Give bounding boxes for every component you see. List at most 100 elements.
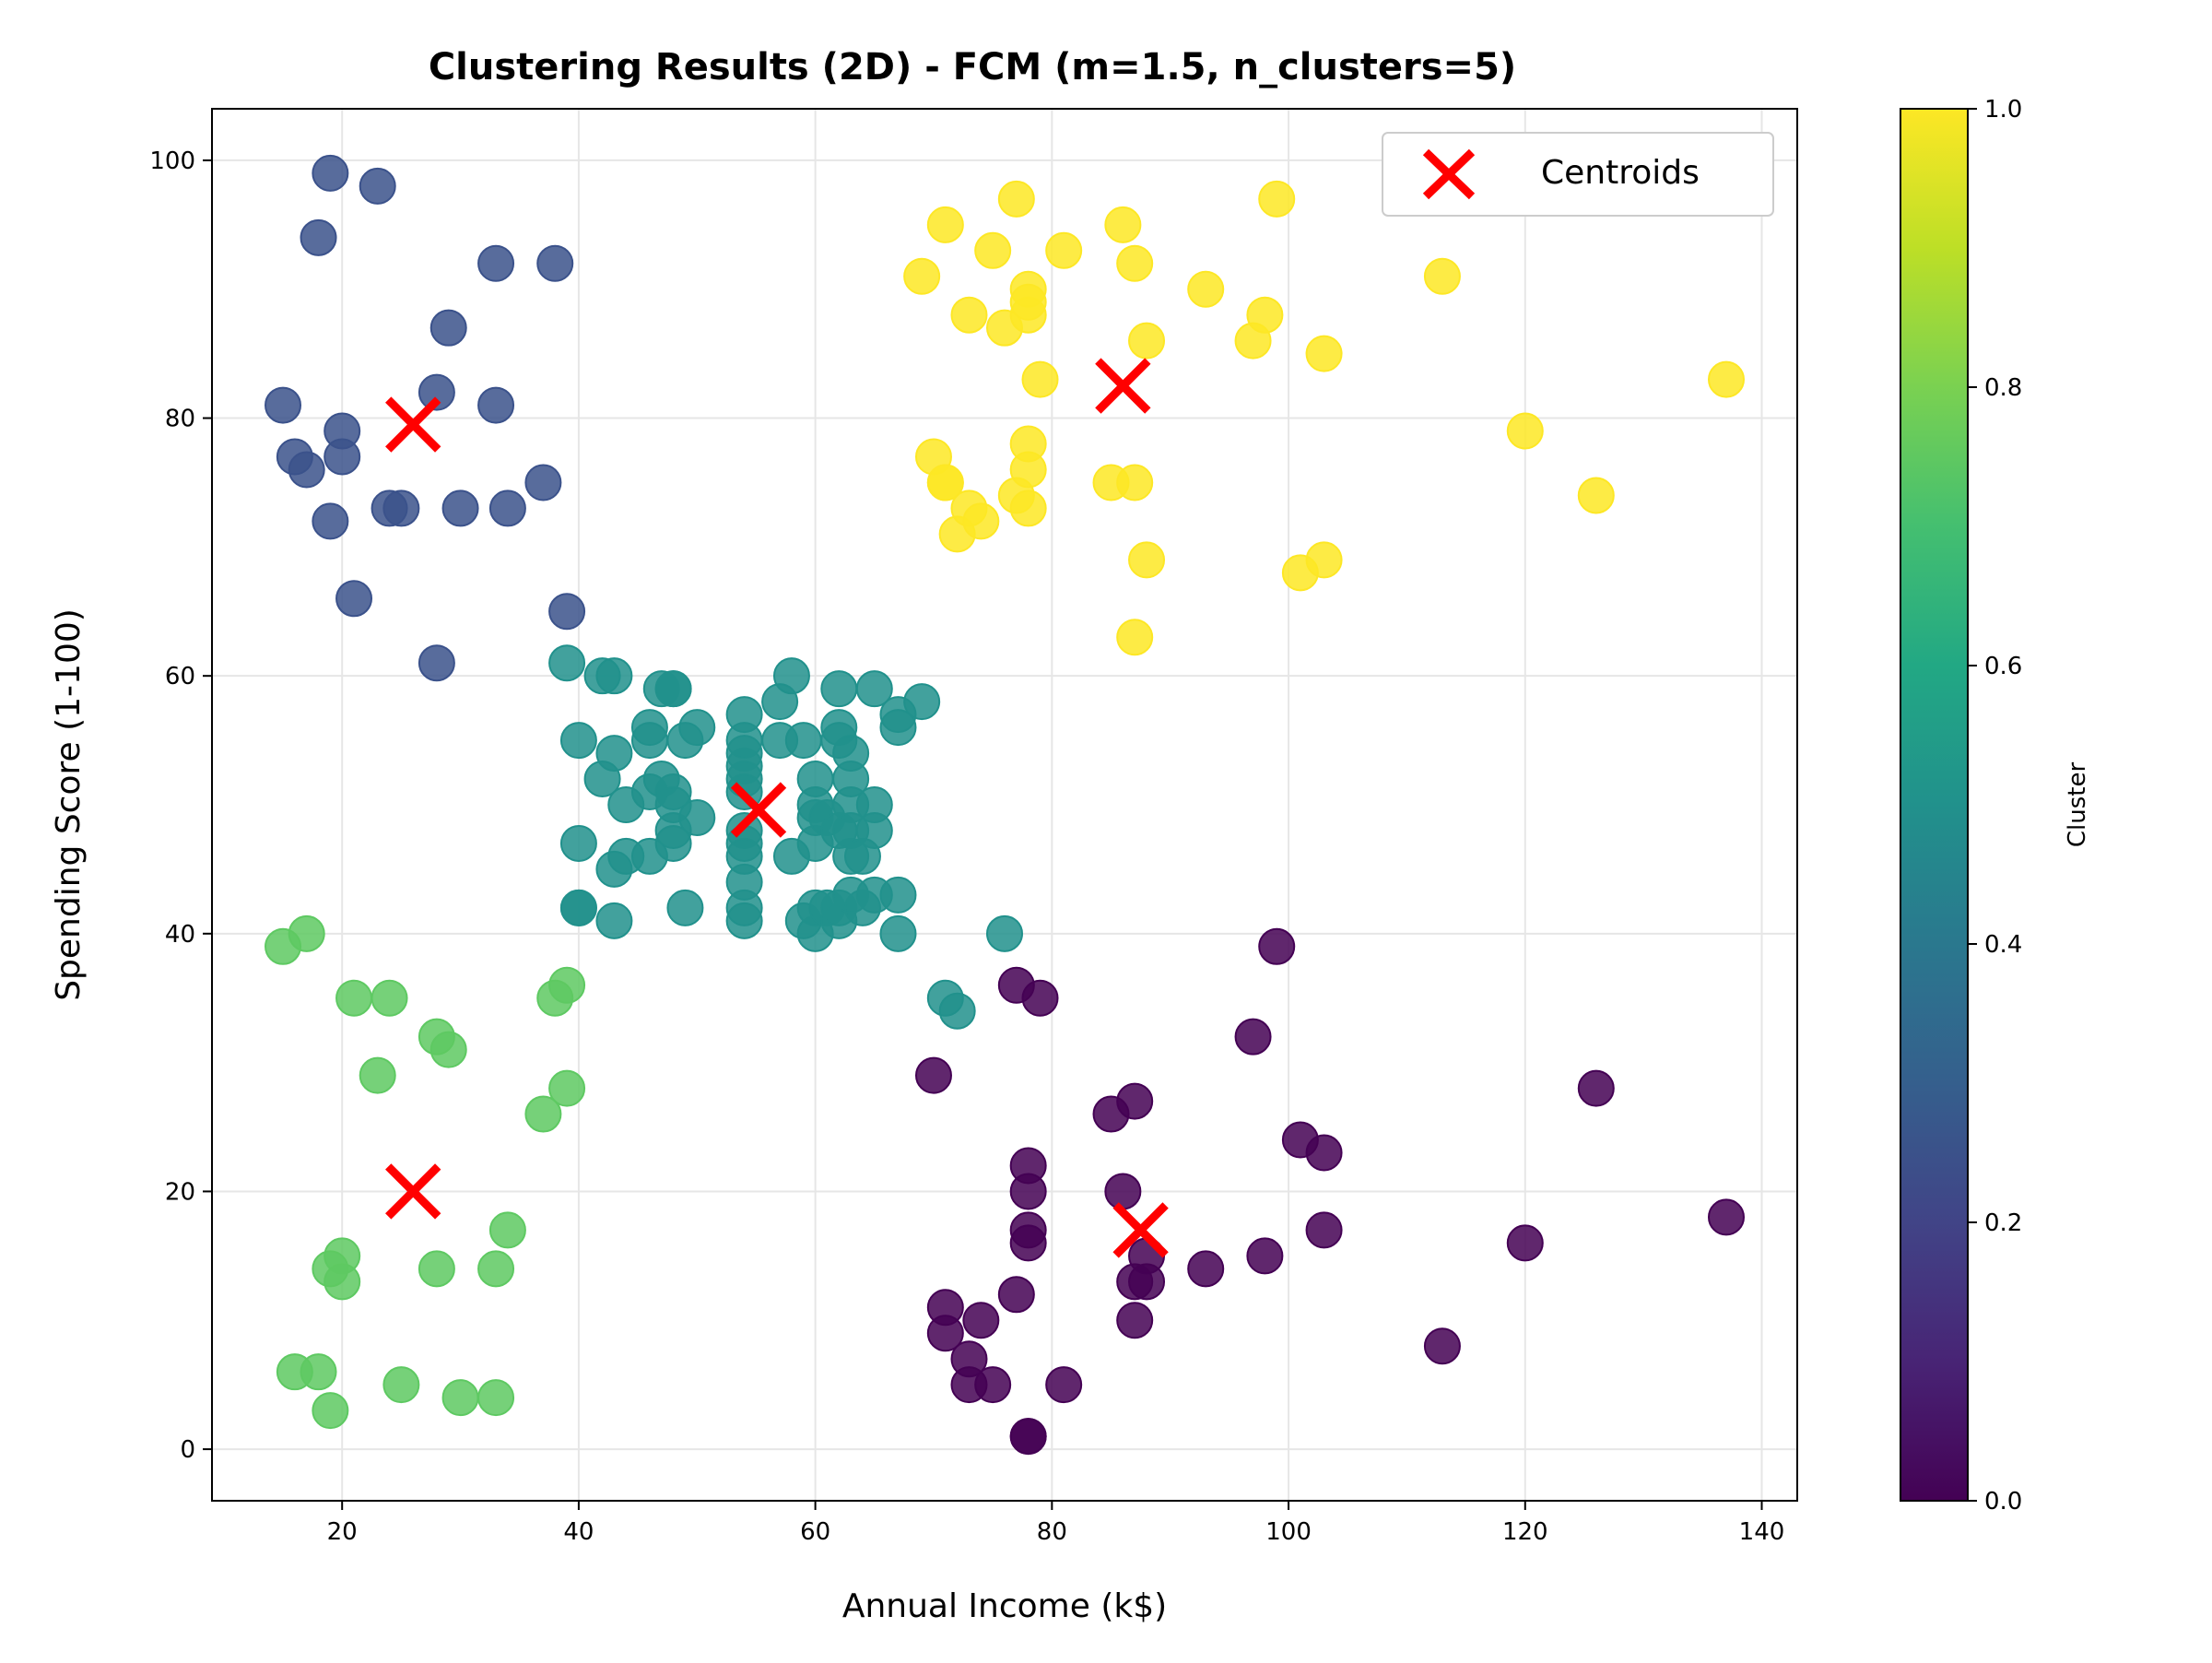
data-point — [477, 244, 515, 282]
data-point — [559, 722, 597, 760]
data-point — [1009, 425, 1047, 463]
data-point — [962, 502, 1000, 540]
data-point — [382, 489, 420, 527]
data-point — [1707, 1198, 1745, 1236]
data-point — [1104, 206, 1142, 243]
data-point — [488, 1211, 526, 1249]
data-point — [914, 1056, 952, 1094]
data-point — [324, 1237, 361, 1275]
y-tick-label: 80 — [165, 406, 195, 433]
data-point — [1116, 464, 1154, 501]
data-point — [418, 644, 455, 682]
x-tick-label: 120 — [1502, 1518, 1548, 1546]
y-tick-label: 20 — [165, 1178, 195, 1206]
data-point — [477, 1250, 515, 1288]
data-point — [986, 914, 1023, 952]
data-point — [1104, 1173, 1142, 1210]
data-point — [1187, 1250, 1225, 1288]
data-point — [559, 824, 597, 862]
data-point — [950, 1340, 988, 1378]
data-point — [1305, 335, 1343, 372]
data-point — [678, 798, 716, 836]
data-point — [725, 696, 763, 734]
data-point — [1506, 1224, 1544, 1262]
data-point — [974, 231, 1012, 269]
data-point — [1009, 1224, 1047, 1262]
y-axis-ticks: 0 20 40 60 80 100 — [149, 147, 212, 1464]
colorbar-gradient — [1900, 108, 1969, 1502]
colorbar: 0.0 0.2 0.4 0.6 0.8 1.0 Cluster — [1900, 96, 2091, 1516]
colorbar-ticks: 0.0 0.2 0.4 0.6 0.8 1.0 — [1968, 96, 2022, 1516]
data-point — [820, 670, 858, 708]
data-point — [324, 412, 361, 450]
data-point — [1045, 1366, 1083, 1404]
data-point — [1423, 1327, 1461, 1365]
data-point — [548, 1069, 586, 1107]
data-point — [441, 489, 479, 527]
data-point — [678, 709, 716, 747]
data-point — [300, 218, 337, 256]
data-point — [1305, 541, 1343, 579]
chart-title: Clustering Results (2D) - FCM (m=1.5, n_… — [429, 46, 1516, 88]
data-point — [974, 1366, 1012, 1404]
data-point — [288, 914, 325, 952]
colorbar-tick-label: 0.2 — [1984, 1209, 2022, 1237]
data-point — [903, 683, 941, 721]
data-point — [879, 876, 917, 914]
centroid-marker — [385, 1163, 441, 1220]
data-point — [1009, 489, 1047, 527]
data-point — [725, 837, 763, 875]
data-point — [1305, 1211, 1343, 1249]
data-point — [1128, 541, 1166, 579]
centroid-marker — [730, 782, 787, 838]
data-point — [1246, 296, 1284, 334]
data-point — [524, 1095, 562, 1133]
data-point — [441, 1379, 479, 1417]
data-point — [855, 786, 893, 823]
centroid-marker — [1095, 358, 1151, 414]
centroid-stroke — [1112, 1202, 1169, 1258]
data-point — [997, 180, 1035, 218]
data-point — [1234, 1018, 1272, 1056]
data-point — [265, 386, 302, 424]
data-point — [1423, 257, 1461, 295]
x-tick-label: 40 — [563, 1518, 594, 1546]
y-axis-label: Spending Score (1-100) — [50, 608, 88, 1001]
y-tick-label: 0 — [180, 1436, 195, 1464]
data-point — [903, 257, 941, 295]
legend-marker-icon — [1422, 148, 1476, 200]
centroid-marker — [385, 396, 441, 453]
colorbar-tick-label: 0.0 — [1984, 1488, 2022, 1516]
data-point — [725, 902, 763, 939]
data-point — [548, 593, 586, 631]
data-points — [265, 154, 1745, 1456]
x-tick-label: 20 — [327, 1518, 358, 1546]
data-point — [335, 979, 373, 1017]
data-point — [335, 580, 373, 618]
data-point — [1305, 1134, 1343, 1172]
data-point — [1187, 270, 1225, 308]
data-point — [666, 889, 704, 926]
colorbar-label: Cluster — [2064, 762, 2091, 848]
data-point — [429, 1031, 467, 1068]
data-point — [1009, 1173, 1047, 1210]
data-point — [371, 979, 408, 1017]
data-point — [962, 1302, 1000, 1339]
plot-frame — [211, 108, 1798, 1502]
y-tick-label: 100 — [149, 147, 195, 175]
data-point — [359, 167, 396, 205]
data-point — [1258, 927, 1296, 965]
data-point — [1116, 619, 1154, 656]
data-point — [312, 1392, 349, 1430]
x-tick-label: 100 — [1265, 1518, 1312, 1546]
colorbar-tick-label: 0.6 — [1984, 653, 2022, 680]
data-point — [997, 1276, 1035, 1314]
data-point — [595, 735, 633, 773]
centroid-markers — [385, 358, 1169, 1258]
data-point — [1246, 1237, 1284, 1275]
data-point — [926, 1315, 964, 1352]
legend-box — [1382, 132, 1774, 217]
data-point — [630, 722, 668, 760]
